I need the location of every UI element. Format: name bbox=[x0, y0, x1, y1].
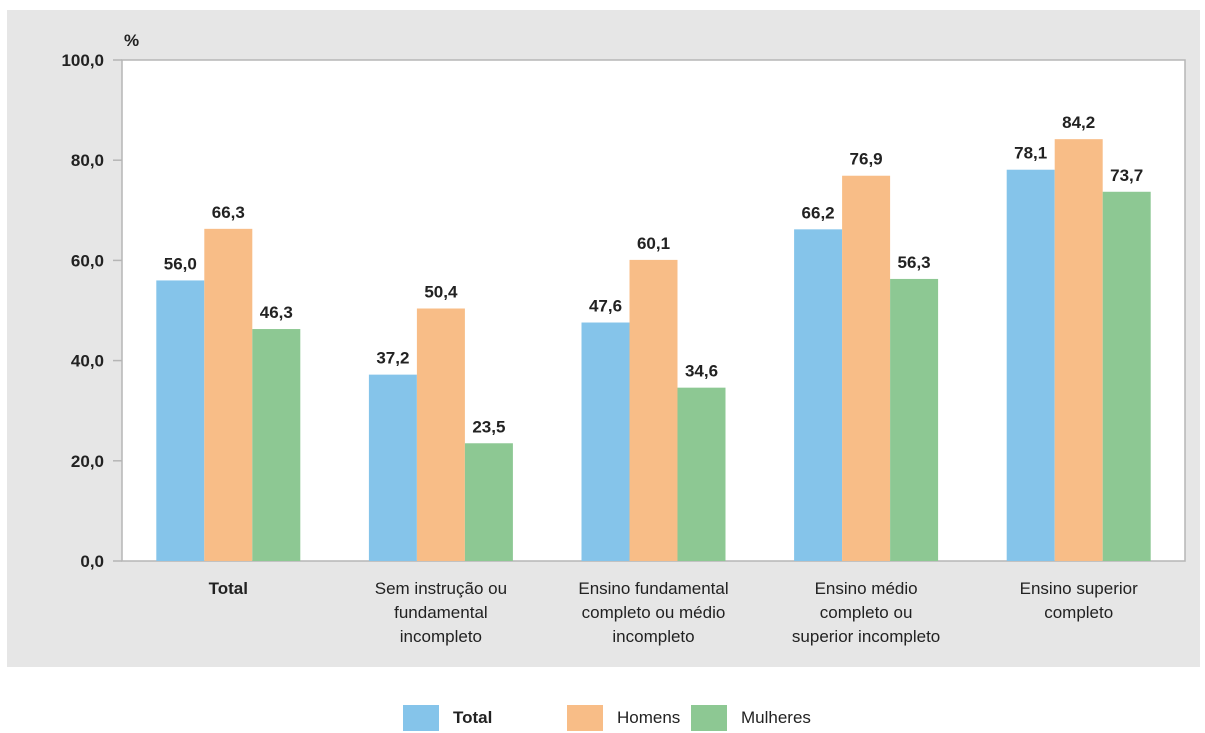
bar-value-label: 60,1 bbox=[637, 234, 670, 253]
y-tick-label: 20,0 bbox=[71, 452, 104, 471]
bar-value-label: 76,9 bbox=[850, 150, 883, 169]
legend-item-total: Total bbox=[403, 705, 492, 731]
y-tick-label: 0,0 bbox=[80, 552, 104, 571]
bar-value-label: 66,3 bbox=[212, 203, 245, 222]
x-category-label: Ensino superior bbox=[1020, 579, 1138, 598]
bar-value-label: 84,2 bbox=[1062, 113, 1095, 132]
bar-mulheres bbox=[252, 329, 301, 561]
bar-value-label: 34,6 bbox=[685, 362, 718, 381]
x-category-label: incompleto bbox=[612, 627, 694, 646]
y-tick-label: 100,0 bbox=[61, 51, 104, 70]
bar-chart: % 0,0 20,0 40,0 60,0 80,0 100,0 56,0 66,3 46,3 Tot… bbox=[61, 31, 1186, 646]
bar-total bbox=[156, 280, 205, 561]
x-category-label: fundamental bbox=[394, 603, 488, 622]
bar-total bbox=[581, 322, 630, 561]
legend: Total Homens Mulheres bbox=[0, 705, 1205, 731]
legend-item-homens: Homens bbox=[567, 705, 680, 731]
bar-value-label: 50,4 bbox=[424, 282, 458, 301]
bar-value-label: 73,7 bbox=[1110, 166, 1143, 185]
bar-homens bbox=[629, 259, 678, 561]
bar-value-label: 47,6 bbox=[589, 297, 622, 316]
x-category-label: superior incompleto bbox=[792, 627, 940, 646]
x-category-label: completo ou médio bbox=[582, 603, 726, 622]
bar-mulheres bbox=[890, 278, 939, 561]
legend-swatch bbox=[567, 705, 603, 731]
bar-total bbox=[1006, 169, 1055, 561]
bar-total bbox=[794, 229, 843, 561]
legend-label: Mulheres bbox=[741, 708, 811, 727]
legend-label: Total bbox=[453, 708, 493, 727]
bar-value-label: 78,1 bbox=[1014, 144, 1047, 163]
bar-homens bbox=[842, 175, 891, 561]
bar-mulheres bbox=[677, 387, 726, 561]
x-category-label: Ensino médio bbox=[815, 579, 918, 598]
bar-value-label: 46,3 bbox=[260, 303, 293, 322]
x-category-label: Total bbox=[209, 579, 248, 598]
y-tick-label: 60,0 bbox=[71, 251, 104, 270]
bar-value-label: 23,5 bbox=[472, 417, 505, 436]
bar-homens bbox=[416, 308, 465, 561]
bar-homens bbox=[1054, 139, 1103, 561]
bar-mulheres bbox=[1102, 191, 1151, 561]
bar-value-label: 56,3 bbox=[898, 253, 931, 272]
x-category-label: Sem instrução ou bbox=[375, 579, 507, 598]
x-category-label: completo ou bbox=[820, 603, 913, 622]
y-axis-label: % bbox=[124, 31, 139, 50]
x-category-label: completo bbox=[1044, 603, 1113, 622]
bar-value-label: 37,2 bbox=[376, 349, 409, 368]
y-tick-label: 80,0 bbox=[71, 151, 104, 170]
x-category-label: incompleto bbox=[400, 627, 482, 646]
bar-mulheres bbox=[464, 443, 513, 561]
legend-item-mulheres: Mulheres bbox=[691, 705, 811, 731]
x-category-label: Ensino fundamental bbox=[578, 579, 728, 598]
bar-total bbox=[368, 374, 417, 561]
legend-swatch bbox=[691, 705, 727, 731]
bar-value-label: 66,2 bbox=[802, 203, 835, 222]
bar-homens bbox=[204, 228, 253, 561]
legend-label: Homens bbox=[617, 708, 681, 727]
y-tick-label: 40,0 bbox=[71, 352, 104, 371]
legend-swatch bbox=[403, 705, 439, 731]
bar-value-label: 56,0 bbox=[164, 254, 197, 273]
